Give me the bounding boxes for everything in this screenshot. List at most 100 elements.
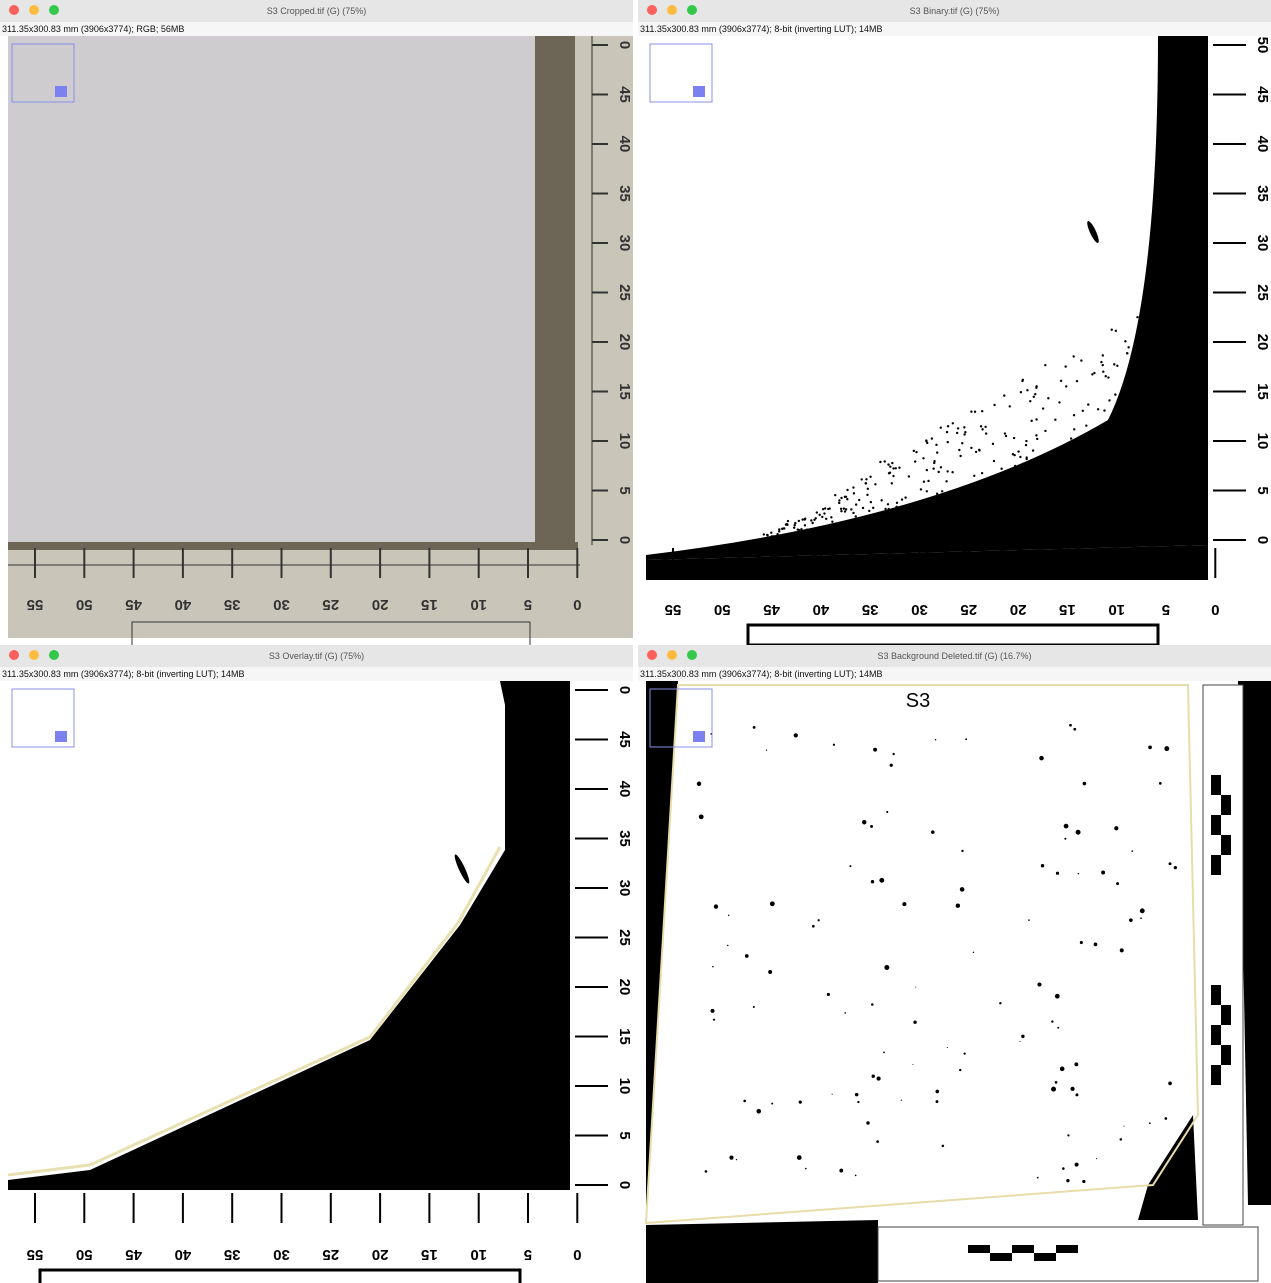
noise-speck [1132,435,1134,437]
ruler-label: 35 [224,596,241,613]
noise-speck [1017,525,1019,527]
window-button[interactable] [29,5,39,15]
noise-speck [1153,392,1155,394]
particle [729,1155,733,1159]
noise-speck [838,502,840,504]
ruler-label: 20 [1254,334,1271,351]
particle [1083,782,1087,786]
particle [1082,1180,1085,1183]
particle [713,1019,715,1021]
particle [871,880,874,883]
noise-speck [852,540,854,542]
noise-speck [1085,424,1087,426]
ruler-label: 45 [125,1246,142,1263]
ruler-label: 45 [616,731,633,748]
noise-speck [1111,328,1113,330]
noise-speck [1102,354,1104,356]
noise-speck [866,494,868,496]
noise-speck [1028,461,1030,463]
window-button[interactable] [49,650,59,660]
window-button[interactable] [9,650,19,660]
window-button[interactable] [667,650,677,660]
noise-speck [825,535,827,537]
noise-speck [993,460,995,462]
noise-speck [874,483,876,485]
noise-speck [781,528,783,530]
noise-speck [957,427,959,429]
noise-speck [838,499,840,501]
noise-speck [1099,430,1101,432]
ruler-label: 30 [273,596,290,613]
ruler-label: 15 [616,383,633,400]
noise-speck [892,475,894,477]
ruler-label: 55 [665,601,682,618]
ruler-label: 0 [616,1181,633,1189]
particle [1066,1179,1069,1182]
noise-speck [891,462,893,464]
noise-speck [1083,517,1085,519]
noise-speck [858,499,860,501]
noise-speck [844,496,846,498]
ruler-label: 45 [1254,86,1271,103]
particle [931,830,935,834]
window-button[interactable] [687,5,697,15]
window-button[interactable] [647,5,657,15]
window-button[interactable] [667,5,677,15]
particle [1114,826,1118,830]
ruler-label: 10 [616,433,633,450]
checker [968,1245,990,1253]
noise-speck [884,460,886,462]
window-button[interactable] [29,650,39,660]
window-button[interactable] [647,650,657,660]
noise-speck [1035,434,1037,436]
noise-speck [1108,399,1110,401]
window-button[interactable] [49,5,59,15]
noise-speck [896,502,898,504]
ruler-label: 55 [27,596,44,613]
particle [818,919,820,921]
noise-speck [797,528,799,530]
noise-speck [1013,454,1015,456]
noise-speck [1148,372,1150,374]
noise-speck [804,524,806,526]
particle [768,970,772,974]
noise-speck [965,520,967,522]
noise-speck [980,529,982,531]
noise-speck [1017,450,1019,452]
image-info: 311.35x300.83 mm (3906x3774); RGB; 56MB [2,24,184,34]
noise-speck [1021,488,1023,490]
noise-speck [868,517,870,519]
particle [1019,1041,1020,1042]
noise-speck [1130,471,1132,473]
particle [1168,1082,1172,1086]
particle [1096,1158,1097,1159]
particle [1075,1093,1078,1096]
noise-speck [1102,364,1104,366]
noise-speck [843,507,845,509]
noise-speck [794,522,796,524]
window-button[interactable] [9,5,19,15]
noise-speck [818,514,820,516]
noise-speck [944,537,946,539]
ruler-label: 0 [573,596,581,613]
noise-speck [933,460,935,462]
noise-speck [880,499,882,501]
noise-speck [970,447,972,449]
noise-speck [980,503,982,505]
particle [849,865,851,867]
noise-speck [903,533,905,535]
noise-speck [920,488,922,490]
noise-speck [1070,437,1072,439]
noise-speck [819,538,821,540]
noise-speck [805,529,807,531]
noise-speck [884,510,886,512]
noise-speck [1114,413,1116,415]
noise-speck [761,541,763,543]
noise-speck [1074,480,1076,482]
ruler-label: 30 [616,880,633,897]
noise-speck [1020,391,1022,393]
window-button[interactable] [687,650,697,660]
noise-speck [850,537,852,539]
ruler-label: 10 [1254,433,1271,450]
noise-speck [1020,502,1022,504]
